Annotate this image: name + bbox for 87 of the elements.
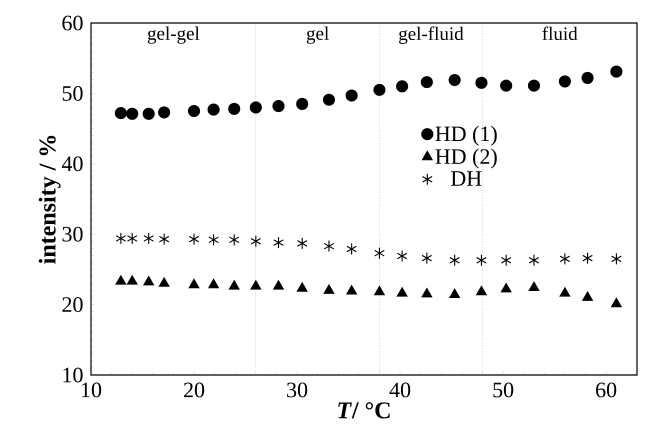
point	[346, 89, 358, 102]
point	[610, 66, 622, 78]
x-tick-label: 60	[596, 382, 616, 398]
y-tick-label: 60	[62, 16, 83, 30]
y-tick-label: 50	[62, 86, 83, 101]
point	[475, 76, 488, 89]
point	[422, 252, 432, 264]
point	[188, 233, 200, 246]
x-tick-label: 40	[389, 382, 410, 398]
y-tick-label: 30	[62, 226, 83, 242]
x-tick-label: 30	[287, 382, 308, 398]
point	[158, 233, 170, 246]
point	[188, 278, 200, 288]
point	[420, 76, 433, 88]
x-axis-title: T/ °C	[338, 402, 390, 418]
x-tick-label: 10	[82, 382, 102, 398]
point	[476, 254, 487, 266]
point	[228, 280, 240, 290]
point	[250, 101, 262, 114]
point	[373, 84, 386, 96]
point	[396, 287, 408, 297]
point	[422, 288, 432, 298]
point	[396, 250, 408, 262]
point	[272, 100, 285, 112]
point	[143, 276, 154, 286]
point	[273, 236, 284, 249]
point	[208, 278, 219, 288]
point	[582, 72, 594, 84]
point	[611, 252, 622, 265]
point	[374, 247, 385, 260]
point	[208, 234, 219, 246]
y-tick-label: 20	[62, 297, 83, 312]
point	[250, 280, 262, 290]
legend-label: DH	[451, 171, 482, 186]
point	[142, 108, 155, 120]
point	[346, 285, 357, 295]
point	[126, 275, 138, 285]
point	[374, 286, 385, 296]
y-axis-title: intensity / %	[38, 136, 61, 264]
point	[188, 104, 200, 118]
point	[558, 75, 571, 88]
point	[476, 286, 487, 296]
annotation: gel	[306, 26, 329, 44]
annotation: gel-fluid	[399, 26, 464, 44]
point	[448, 74, 461, 86]
point	[582, 292, 593, 301]
point	[116, 232, 126, 244]
point	[500, 254, 512, 266]
point	[396, 80, 408, 92]
point	[560, 287, 570, 297]
point	[528, 254, 540, 266]
point	[322, 94, 336, 106]
point	[250, 235, 262, 248]
point	[324, 284, 334, 294]
point	[114, 107, 127, 120]
y-tick-label: 40	[62, 156, 83, 172]
legend-label: HD (1)	[435, 126, 497, 146]
point	[500, 80, 512, 92]
point	[116, 275, 126, 285]
legend-label: HD (2)	[435, 148, 497, 168]
point	[228, 234, 240, 246]
point	[228, 102, 240, 115]
point	[126, 232, 138, 244]
point	[449, 288, 460, 298]
annotation: fluid	[542, 26, 578, 40]
point	[324, 240, 334, 252]
point	[296, 98, 308, 110]
point	[528, 80, 540, 92]
point	[346, 242, 357, 256]
point	[560, 252, 570, 265]
point	[158, 277, 170, 287]
point	[158, 106, 170, 118]
point	[528, 282, 540, 292]
x-tick-label: 50	[493, 382, 514, 398]
x-tick-label: 20	[184, 382, 204, 398]
point	[296, 237, 308, 250]
point	[449, 254, 460, 266]
y-tick-label: 10	[63, 368, 83, 382]
point	[143, 232, 154, 244]
annotation: gel-gel	[148, 26, 200, 44]
point	[273, 280, 284, 290]
point	[500, 283, 512, 292]
point	[208, 104, 220, 116]
point	[611, 298, 622, 308]
point	[296, 282, 308, 292]
point	[582, 252, 593, 264]
point	[126, 108, 138, 120]
